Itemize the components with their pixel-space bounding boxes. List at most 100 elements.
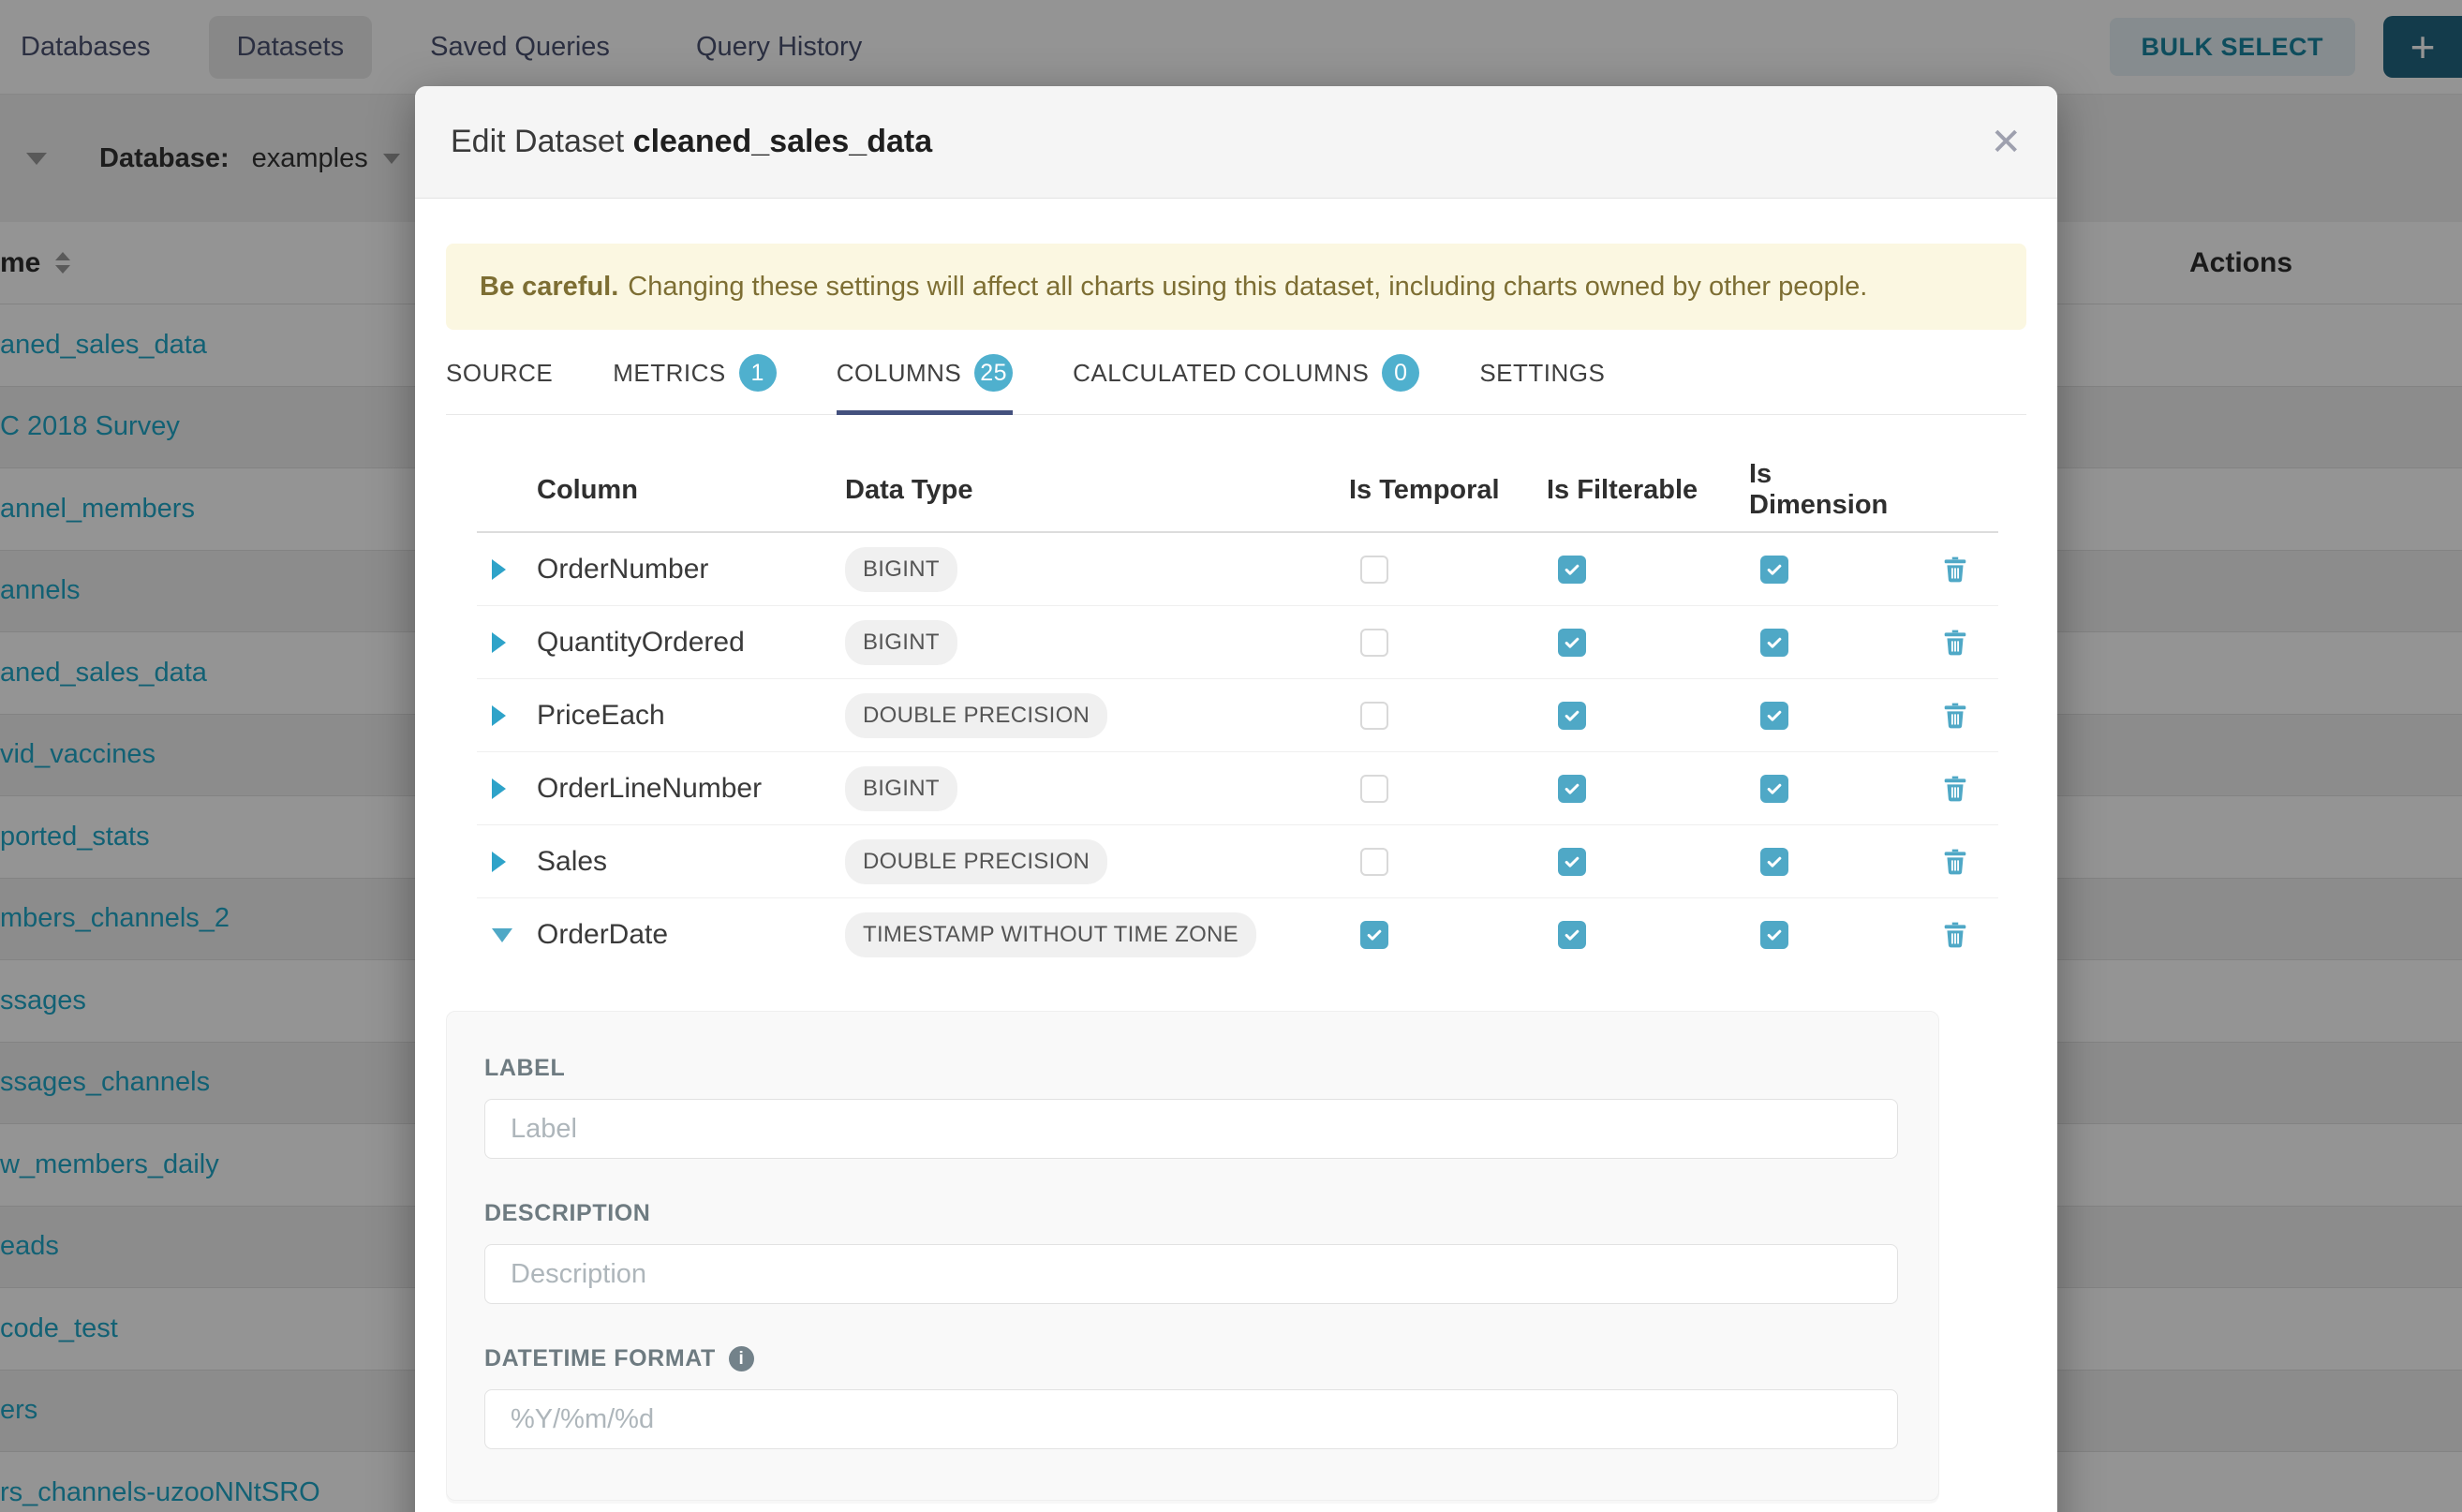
delete-column-button[interactable] bbox=[1911, 702, 1998, 730]
column-row: PriceEach DOUBLE PRECISION bbox=[477, 679, 1998, 752]
is-filterable-checkbox[interactable] bbox=[1558, 628, 1586, 657]
dataset-link[interactable]: ssages bbox=[0, 985, 86, 1015]
info-icon[interactable]: i bbox=[728, 1346, 754, 1371]
tab-label: SOURCE bbox=[446, 358, 554, 387]
is-filterable-checkbox[interactable] bbox=[1558, 921, 1586, 949]
caret-right-icon bbox=[492, 558, 506, 580]
is-temporal-checkbox[interactable] bbox=[1360, 628, 1388, 657]
dataset-link[interactable]: vid_vaccines bbox=[0, 739, 156, 770]
expand-toggle[interactable] bbox=[477, 851, 526, 872]
caret-down-icon bbox=[492, 927, 512, 942]
is-filterable-checkbox[interactable] bbox=[1558, 555, 1586, 584]
dataset-link[interactable]: aned_sales_data bbox=[0, 329, 207, 360]
dataset-link[interactable]: annels bbox=[0, 575, 81, 606]
trash-icon bbox=[1944, 630, 1965, 655]
data-type-pill: DOUBLE PRECISION bbox=[845, 838, 1108, 884]
delete-column-button[interactable] bbox=[1911, 556, 1998, 584]
tab-count-badge: 0 bbox=[1382, 354, 1420, 392]
dataset-link[interactable]: w_members_daily bbox=[0, 1149, 219, 1179]
check-icon bbox=[1767, 637, 1782, 648]
dataset-link[interactable]: ssages_channels bbox=[0, 1067, 211, 1098]
tab-columns[interactable]: COLUMNS 25 bbox=[836, 354, 1014, 415]
database-filter-dropdown[interactable]: examples bbox=[252, 143, 400, 174]
caret-right-icon bbox=[492, 631, 506, 653]
column-name: OrderLineNumber bbox=[537, 772, 763, 804]
chevron-down-icon[interactable] bbox=[26, 152, 47, 165]
dataset-link[interactable]: ers bbox=[0, 1395, 38, 1426]
expand-toggle[interactable] bbox=[477, 778, 526, 799]
data-type-pill: BIGINT bbox=[845, 546, 957, 592]
tab-metrics[interactable]: METRICS 1 bbox=[613, 354, 777, 414]
is-temporal-checkbox[interactable] bbox=[1360, 701, 1388, 730]
nav-tab-databases[interactable]: Databases bbox=[21, 31, 151, 62]
sort-icon[interactable] bbox=[55, 252, 71, 274]
dataset-link[interactable]: eads bbox=[0, 1231, 59, 1262]
label-input[interactable] bbox=[484, 1099, 1898, 1159]
check-icon bbox=[1565, 564, 1580, 575]
description-input[interactable] bbox=[484, 1244, 1898, 1304]
nav-actions: BULK SELECT + bbox=[2109, 16, 2462, 78]
modal-body: Be careful. Changing these settings will… bbox=[415, 199, 2057, 1501]
is-dimension-checkbox[interactable] bbox=[1760, 774, 1788, 803]
column-name: QuantityOrdered bbox=[537, 626, 745, 658]
check-icon bbox=[1767, 710, 1782, 721]
is-temporal-checkbox[interactable] bbox=[1360, 847, 1388, 876]
warning-banner: Be careful. Changing these settings will… bbox=[446, 244, 2026, 330]
tab-label: METRICS bbox=[613, 358, 726, 387]
close-button[interactable]: ✕ bbox=[1990, 124, 2022, 161]
delete-column-button[interactable] bbox=[1911, 629, 1998, 657]
expand-toggle[interactable] bbox=[477, 704, 526, 726]
is-temporal-checkbox[interactable] bbox=[1360, 774, 1388, 803]
column-row: OrderNumber BIGINT bbox=[477, 533, 1998, 606]
description-field-label: DESCRIPTION bbox=[484, 1200, 651, 1226]
modal-tabs: SOURCE METRICS 1 COLUMNS 25 CALCULATED C… bbox=[446, 354, 2026, 415]
dataset-link[interactable]: ported_stats bbox=[0, 821, 150, 852]
plus-icon: + bbox=[2410, 22, 2436, 71]
add-dataset-button[interactable]: + bbox=[2383, 16, 2462, 78]
delete-column-button[interactable] bbox=[1911, 848, 1998, 876]
is-filterable-checkbox[interactable] bbox=[1558, 847, 1586, 876]
tab-count-badge: 25 bbox=[974, 354, 1014, 392]
nav-tab-saved-queries[interactable]: Saved Queries bbox=[430, 31, 610, 62]
dataset-link[interactable]: mbers_channels_2 bbox=[0, 903, 230, 934]
expand-toggle[interactable] bbox=[477, 631, 526, 653]
is-dimension-checkbox[interactable] bbox=[1760, 847, 1788, 876]
delete-column-button[interactable] bbox=[1911, 921, 1998, 949]
is-dimension-checkbox[interactable] bbox=[1760, 628, 1788, 657]
dataset-link[interactable]: aned_sales_data bbox=[0, 657, 207, 688]
dataset-link[interactable]: rs_channels-uzooNNtSRO bbox=[0, 1476, 320, 1507]
nav-tab-datasets[interactable]: Datasets bbox=[208, 15, 373, 79]
is-temporal-checkbox[interactable] bbox=[1360, 921, 1388, 949]
column-row: OrderLineNumber BIGINT bbox=[477, 752, 1998, 825]
is-temporal-checkbox[interactable] bbox=[1360, 555, 1388, 584]
is-temporal-header: Is Temporal bbox=[1349, 474, 1500, 505]
tab-label: CALCULATED COLUMNS bbox=[1073, 358, 1370, 387]
expand-toggle[interactable] bbox=[477, 558, 526, 580]
tab-source[interactable]: SOURCE bbox=[446, 354, 553, 414]
columns-table-header: Column Data Type Is Temporal Is Filterab… bbox=[477, 449, 1998, 533]
delete-column-button[interactable] bbox=[1911, 775, 1998, 803]
datetime-format-input[interactable] bbox=[484, 1389, 1898, 1449]
name-column-header[interactable]: me bbox=[0, 246, 41, 278]
trash-icon bbox=[1944, 776, 1965, 801]
tab-calculated-columns[interactable]: CALCULATED COLUMNS 0 bbox=[1073, 354, 1420, 414]
tab-settings[interactable]: SETTINGS bbox=[1479, 354, 1605, 414]
label-field-group: LABEL bbox=[484, 1055, 1898, 1159]
nav-tab-query-history[interactable]: Query History bbox=[695, 31, 863, 62]
is-filterable-checkbox[interactable] bbox=[1558, 701, 1586, 730]
dataset-link[interactable]: C 2018 Survey bbox=[0, 411, 180, 442]
dataset-link[interactable]: code_test bbox=[0, 1312, 118, 1343]
tab-label: COLUMNS bbox=[836, 358, 962, 387]
is-dimension-checkbox[interactable] bbox=[1760, 921, 1788, 949]
nav-tabs: Databases Datasets Saved Queries Query Hist… bbox=[21, 15, 863, 79]
check-icon bbox=[1565, 783, 1580, 794]
is-dimension-checkbox[interactable] bbox=[1760, 555, 1788, 584]
is-filterable-checkbox[interactable] bbox=[1558, 774, 1586, 803]
dataset-link[interactable]: annel_members bbox=[0, 493, 195, 524]
expand-toggle[interactable] bbox=[477, 927, 526, 942]
bulk-select-button[interactable]: BULK SELECT bbox=[2109, 18, 2355, 76]
is-dimension-checkbox[interactable] bbox=[1760, 701, 1788, 730]
database-filter-value: examples bbox=[251, 142, 368, 173]
check-icon bbox=[1565, 929, 1580, 941]
